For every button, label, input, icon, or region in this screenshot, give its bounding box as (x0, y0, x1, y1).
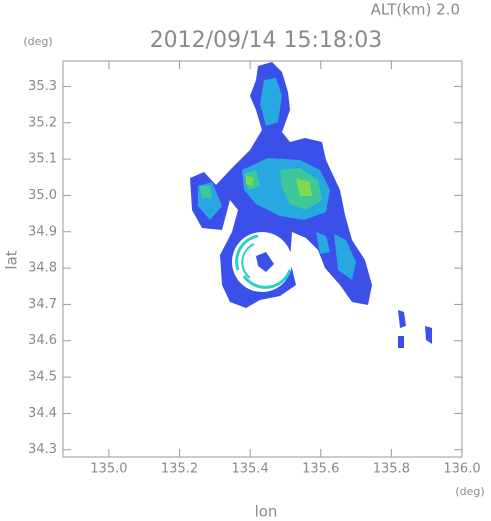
y-tick-label: 35.2 (28, 115, 57, 130)
plot-frame (62, 60, 463, 458)
y-tick-label: 35.1 (28, 152, 57, 167)
altitude-label: ALT(km) 2.0 (371, 1, 460, 19)
x-unit: (deg) (455, 485, 484, 498)
x-axis-label: lon (255, 503, 278, 521)
y-tick-label: 35.0 (28, 188, 57, 203)
chart-title: 2012/09/14 15:18:03 (150, 28, 383, 53)
y-tick-label: 34.3 (28, 442, 57, 457)
x-tick-label: 135.4 (232, 462, 269, 477)
x-tick-label: 135.6 (302, 462, 339, 477)
y-axis-label: lat (3, 250, 21, 269)
y-tick-label: 34.9 (28, 224, 57, 239)
y-unit: (deg) (23, 35, 52, 48)
y-tick-label: 35.3 (28, 79, 57, 94)
x-tick-label: 135.0 (90, 462, 127, 477)
y-tick-label: 34.5 (28, 370, 57, 385)
y-tick-label: 34.7 (28, 297, 57, 312)
y-tick-label: 34.6 (28, 333, 57, 348)
radar-echo (190, 62, 432, 348)
x-tick-label: 136.0 (443, 462, 480, 477)
x-tick-label: 135.2 (161, 462, 198, 477)
x-tick-label: 135.8 (373, 462, 410, 477)
y-tick-label: 34.4 (28, 406, 57, 421)
y-tick-label: 34.8 (28, 261, 57, 276)
